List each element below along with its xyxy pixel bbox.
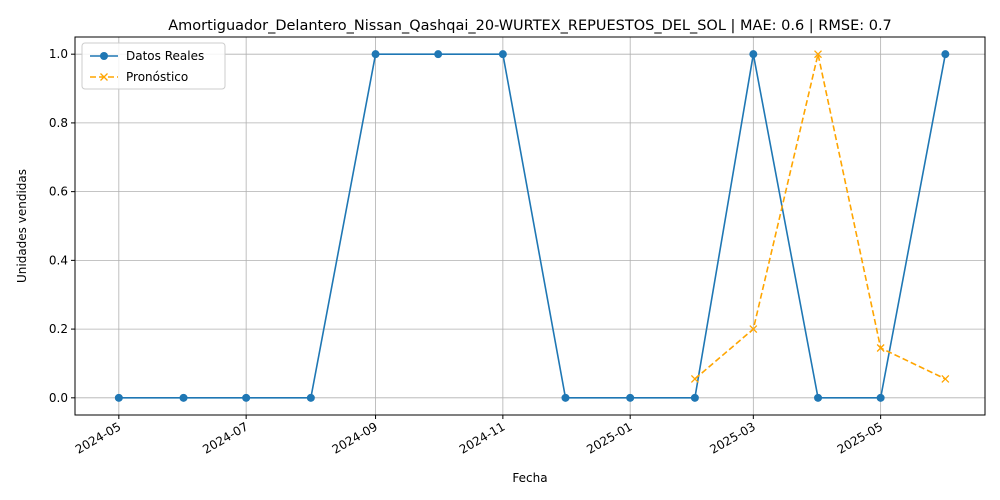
x-axis-label: Fecha xyxy=(512,471,547,485)
data-point xyxy=(690,374,699,383)
chart-title: Amortiguador_Delantero_Nissan_Qashqai_20… xyxy=(168,18,892,34)
data-point xyxy=(814,393,823,402)
y-tick-label: 1.0 xyxy=(49,47,68,61)
y-tick-label: 0.6 xyxy=(49,185,68,199)
data-point xyxy=(749,50,758,59)
data-point xyxy=(498,50,507,59)
x-tick-label: 2025-05 xyxy=(835,419,885,456)
data-point xyxy=(876,393,885,402)
series-0 xyxy=(114,50,950,402)
legend-label: Pronóstico xyxy=(126,70,188,84)
x-tick-label: 2024-11 xyxy=(457,419,507,456)
legend-marker xyxy=(100,73,108,81)
data-point xyxy=(941,374,950,383)
y-tick-label: 0.4 xyxy=(49,253,68,267)
data-point xyxy=(941,50,950,59)
y-tick-label: 0.0 xyxy=(49,391,68,405)
data-point xyxy=(242,393,251,402)
x-tick-label: 2024-05 xyxy=(73,419,123,456)
y-axis-label: Unidades vendidas xyxy=(15,169,29,283)
data-point xyxy=(876,344,885,352)
legend-label: Datos Reales xyxy=(126,49,204,63)
data-point xyxy=(371,50,380,59)
legend: Datos Reales Pronóstico xyxy=(81,42,226,90)
series-1 xyxy=(690,50,950,383)
y-tick-label: 0.2 xyxy=(49,322,68,336)
plot-frame xyxy=(74,36,986,416)
data-point xyxy=(179,393,188,402)
series-line xyxy=(694,53,946,380)
legend-marker xyxy=(100,52,108,60)
y-tick-label: 0.8 xyxy=(49,116,68,130)
legend-item: Datos Reales xyxy=(90,49,204,63)
data-point xyxy=(306,393,315,402)
grid xyxy=(75,37,985,415)
data-point xyxy=(626,393,635,402)
data-point xyxy=(814,50,822,59)
series-line xyxy=(118,53,947,399)
x-tick-label: 2025-01 xyxy=(584,419,634,456)
data-point xyxy=(114,393,123,402)
data-point xyxy=(690,393,699,402)
x-tick-label: 2024-09 xyxy=(330,419,380,456)
legend-item: Pronóstico xyxy=(90,70,188,84)
x-tick-label: 2025-03 xyxy=(707,419,757,456)
x-tick-label: 2024-07 xyxy=(200,419,250,456)
series-layer xyxy=(114,50,950,402)
ticks: 0.0 0.2 0.4 0.6 0.8 1.0 2024-05 2024-07 2024-09 2… xyxy=(49,47,885,456)
data-point xyxy=(561,393,570,402)
data-point xyxy=(749,325,758,334)
data-point xyxy=(434,50,443,59)
